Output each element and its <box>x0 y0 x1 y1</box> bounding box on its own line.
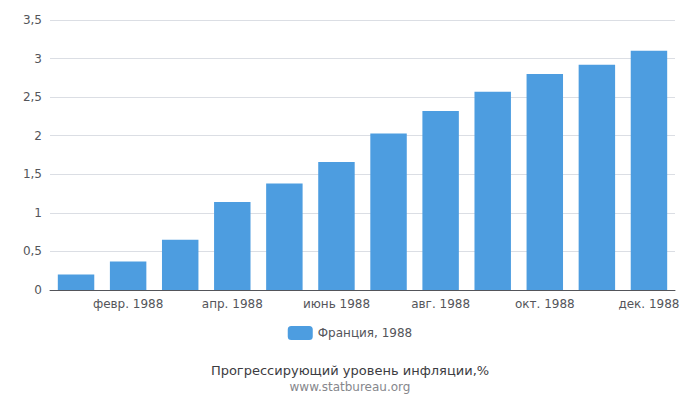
svg-text:апр. 1988: апр. 1988 <box>202 297 263 311</box>
svg-text:Прогрессирующий уровень инфляц: Прогрессирующий уровень инфляции,% <box>211 363 489 378</box>
svg-text:Франция, 1988: Франция, 1988 <box>318 326 413 340</box>
svg-text:2,5: 2,5 <box>23 90 42 104</box>
svg-text:1,5: 1,5 <box>23 167 42 181</box>
svg-text:3: 3 <box>34 52 42 66</box>
svg-text:февр. 1988: февр. 1988 <box>93 297 164 311</box>
svg-text:1: 1 <box>34 206 42 220</box>
svg-text:авг. 1988: авг. 1988 <box>411 297 470 311</box>
svg-text:3,5: 3,5 <box>23 13 42 27</box>
svg-text:дек. 1988: дек. 1988 <box>618 297 679 311</box>
svg-text:www.statbureau.org: www.statbureau.org <box>290 380 411 394</box>
svg-text:0,5: 0,5 <box>23 244 42 258</box>
svg-text:0: 0 <box>34 283 42 297</box>
svg-text:2: 2 <box>34 129 42 143</box>
svg-text:июнь 1988: июнь 1988 <box>303 297 370 311</box>
svg-text:окт. 1988: окт. 1988 <box>515 297 575 311</box>
